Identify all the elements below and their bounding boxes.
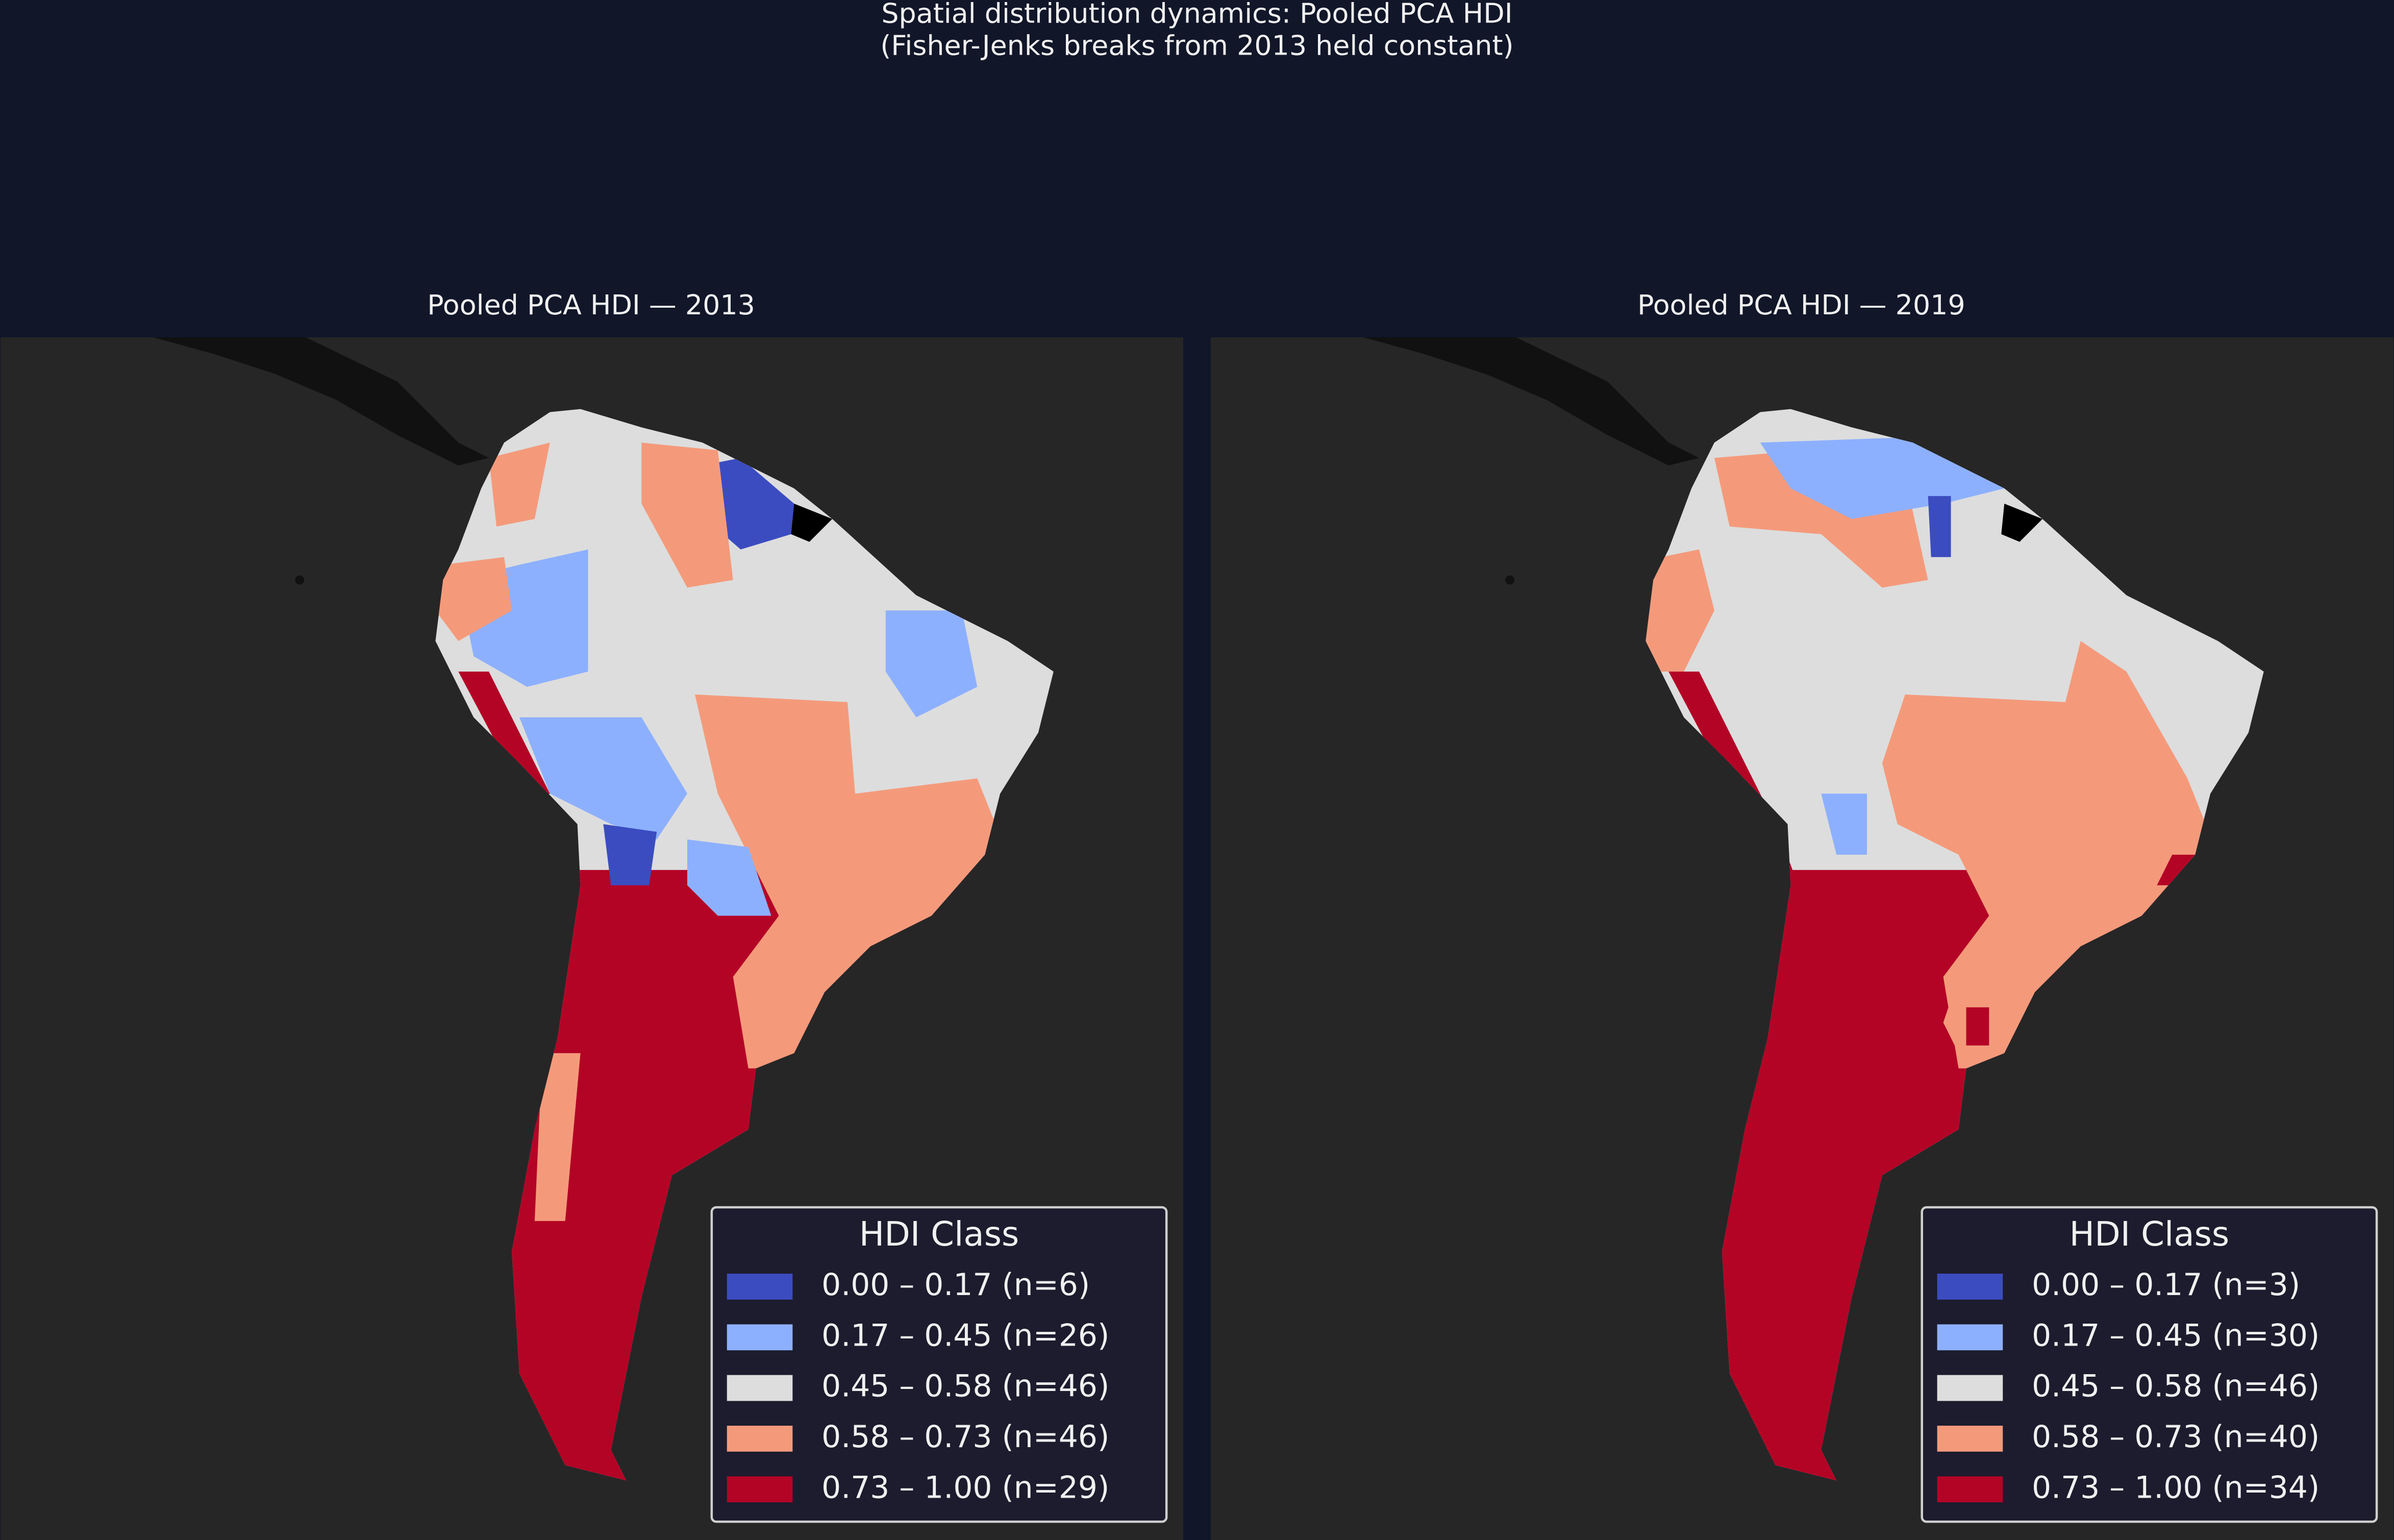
map-panel: Pooled PCA HDI — 2019 HDI Class 0.00 – 0.… — [1210, 289, 2394, 1540]
legend-swatch — [727, 1476, 793, 1503]
legend-swatch — [1937, 1324, 2003, 1351]
legend-box — [1921, 1206, 2378, 1523]
legend-label: 0.45 – 0.58 (n=46) — [821, 1369, 1109, 1404]
legend-swatch — [727, 1324, 793, 1351]
legend-swatch — [1937, 1375, 2003, 1401]
legend-label: 0.58 – 0.73 (n=40) — [2032, 1419, 2320, 1455]
legend-label: 0.00 – 0.17 (n=3) — [2032, 1267, 2300, 1303]
legend: HDI Class 0.00 – 0.17 (n=3) 0.17 – 0.45 (n… — [1921, 1206, 2378, 1523]
legend-title: HDI Class — [859, 1214, 1019, 1254]
legend-label: 0.17 – 0.45 (n=26) — [821, 1318, 1109, 1353]
legend: HDI Class 0.00 – 0.17 (n=6) 0.17 – 0.45 (n… — [710, 1206, 1168, 1523]
title-line: Spatial distribution dynamics: Pooled PC… — [881, 0, 1512, 30]
legend-label: 0.73 – 1.00 (n=34) — [2032, 1470, 2320, 1505]
legend-label: 0.45 – 0.58 (n=46) — [2032, 1369, 2320, 1404]
legend-swatch — [727, 1274, 793, 1300]
legend-label: 0.00 – 0.17 (n=6) — [821, 1267, 1090, 1303]
legend-box — [710, 1206, 1168, 1523]
legend-swatch — [727, 1375, 793, 1401]
legend-swatch — [727, 1425, 793, 1452]
legend-label: 0.17 – 0.45 (n=30) — [2032, 1318, 2320, 1353]
panel-gap — [1183, 337, 1211, 1540]
legend-label: 0.58 – 0.73 (n=46) — [821, 1419, 1109, 1455]
title-line: (Fisher-Jenks breaks from 2013 held cons… — [880, 29, 1513, 61]
legend-title: HDI Class — [2069, 1214, 2230, 1254]
panel-title: Pooled PCA HDI — 2013 — [427, 289, 755, 321]
panel-title: Pooled PCA HDI — 2019 — [1637, 289, 1965, 321]
legend-label: 0.73 – 1.00 (n=29) — [821, 1470, 1109, 1505]
map-panel: Pooled PCA HDI — 2013 HDI Class 0.00 – 0.… — [0, 289, 1184, 1540]
legend-swatch — [1937, 1476, 2003, 1503]
legend-swatch — [1937, 1274, 2003, 1300]
legend-swatch — [1937, 1425, 2003, 1452]
